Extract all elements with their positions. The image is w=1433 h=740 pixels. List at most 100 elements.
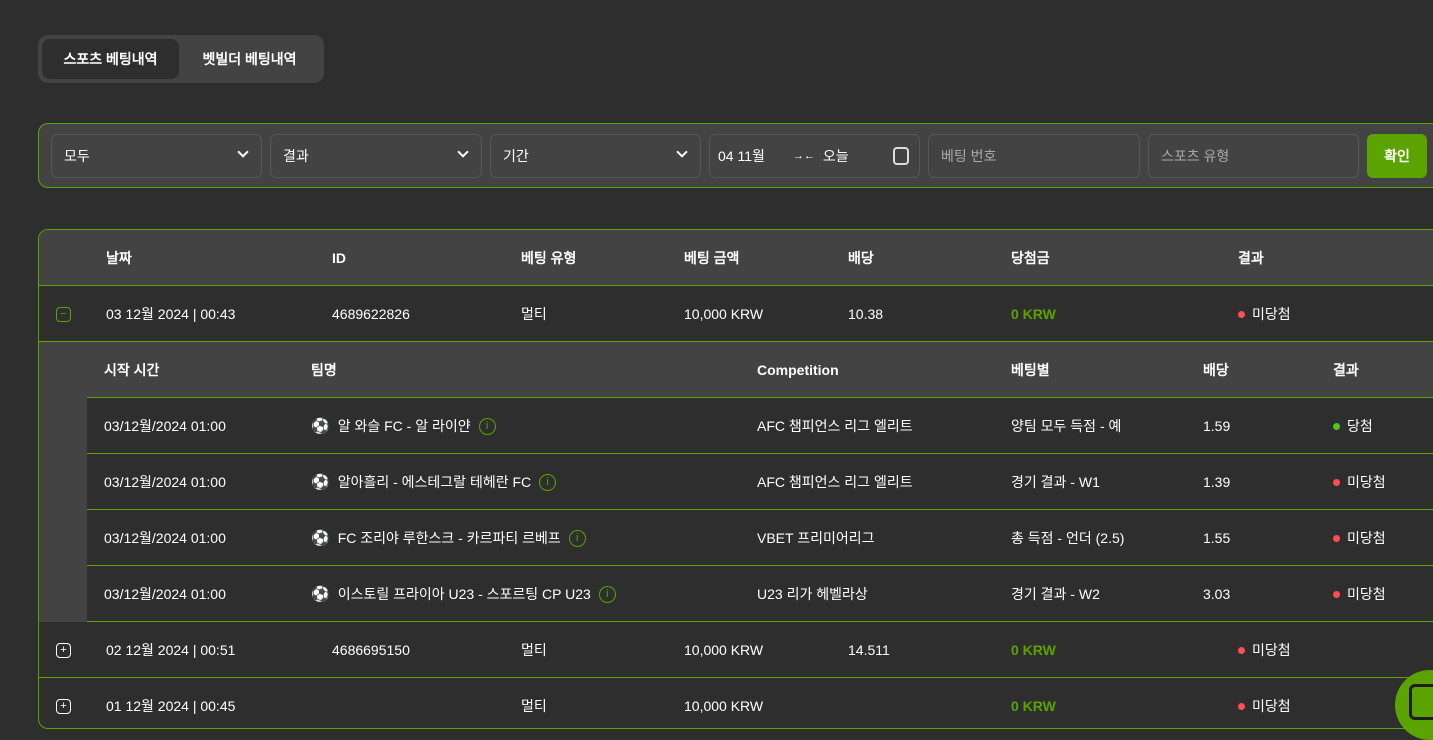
detail-teams: ⚽ 이스토릴 프라이아 U23 - 스포르팅 CP U23 i <box>311 566 616 622</box>
status-dot-icon <box>1238 646 1245 654</box>
expand-icon[interactable]: + <box>56 699 71 714</box>
detail-odds: 1.59 <box>1203 418 1231 434</box>
bet-number-placeholder: 베팅 번호 <box>941 148 997 164</box>
detail-start-time: 03/12월/2024 01:00 <box>104 474 226 490</box>
confirm-button[interactable]: 확인 <box>1367 134 1427 178</box>
detail-start-time: 03/12월/2024 01:00 <box>104 586 226 602</box>
row-type: 멀티 <box>521 698 547 714</box>
table-row[interactable]: + 02 12월 2024 | 00:51 4686695150 멀티 10,0… <box>39 622 1433 678</box>
info-icon[interactable]: i <box>568 529 586 547</box>
table-row[interactable]: − 03 12월 2024 | 00:43 4689622826 멀티 10,0… <box>39 286 1433 342</box>
header-start-time: 시작 시간 <box>104 362 160 378</box>
header-date: 날짜 <box>106 250 132 266</box>
header-amount: 베팅 금액 <box>684 250 740 266</box>
arrows-icon: →← <box>792 150 815 162</box>
status-dot-icon <box>1333 590 1340 598</box>
collapse-icon[interactable]: − <box>56 307 71 322</box>
bet-details: 시작 시간 팀명 Competition 베팅별 배당 결과 03/12월/20… <box>39 342 1433 622</box>
sport-type-input[interactable]: 스포츠 유형 <box>1148 134 1359 178</box>
row-date: 01 12월 2024 | 00:45 <box>106 698 236 714</box>
detail-selection: 양팀 모두 득점 - 예 <box>1011 418 1122 434</box>
bet-number-input[interactable]: 베팅 번호 <box>928 134 1140 178</box>
period-select[interactable]: 기간 <box>490 134 701 178</box>
soccer-ball-icon: ⚽ <box>311 586 330 603</box>
info-icon[interactable]: i <box>598 585 616 603</box>
details-header: 시작 시간 팀명 Competition 베팅별 배당 결과 <box>87 342 1433 398</box>
row-amount: 10,000 KRW <box>684 698 764 714</box>
detail-result: 미당첨 <box>1333 454 1386 510</box>
table-header: 날짜 ID 베팅 유형 베팅 금액 배당 당첨금 결과 <box>39 230 1433 286</box>
detail-competition: AFC 챔피언스 리그 엘리트 <box>757 474 913 490</box>
detail-teams: ⚽ FC 조리야 루한스크 - 카르파티 르베프 i <box>311 510 586 566</box>
soccer-ball-icon: ⚽ <box>311 418 330 435</box>
expand-icon[interactable]: + <box>56 643 71 658</box>
row-odds: 10.38 <box>848 306 884 322</box>
row-amount: 10,000 KRW <box>684 642 764 658</box>
detail-teams-text: 알아흘리 - 에스테그랄 테헤란 FC <box>337 474 532 490</box>
status-dot-icon <box>1333 534 1340 542</box>
header-detail-odds: 배당 <box>1203 362 1229 378</box>
detail-result-text: 미당첨 <box>1347 530 1386 546</box>
detail-start-time: 03/12월/2024 01:00 <box>104 418 226 434</box>
row-winnings: 0 KRW <box>1011 306 1056 322</box>
detail-selection: 총 득점 - 언더 (2.5) <box>1011 530 1125 546</box>
detail-teams-text: 알 와슬 FC - 알 라이얀 <box>337 418 471 434</box>
detail-result-text: 미당첨 <box>1347 474 1386 490</box>
row-date: 03 12월 2024 | 00:43 <box>106 306 236 322</box>
row-result-text: 미당첨 <box>1252 698 1291 714</box>
detail-competition: VBET 프리미어리그 <box>757 530 875 546</box>
detail-teams: ⚽ 알아흘리 - 에스테그랄 테헤란 FC i <box>311 454 557 510</box>
detail-result: 당첨 <box>1333 398 1373 454</box>
date-to: 오늘 <box>822 148 849 164</box>
row-odds: 14.511 <box>848 642 890 658</box>
status-dot-icon <box>1238 310 1245 318</box>
detail-selection: 경기 결과 - W2 <box>1011 586 1100 602</box>
detail-competition: U23 리가 헤벨라상 <box>757 586 868 602</box>
row-result: 미당첨 <box>1238 286 1291 342</box>
row-winnings: 0 KRW <box>1011 642 1056 658</box>
detail-teams: ⚽ 알 와슬 FC - 알 라이얀 i <box>311 398 496 454</box>
row-date: 02 12월 2024 | 00:51 <box>106 642 236 658</box>
bet-history-tabs: 스포츠 베팅내역 벳빌더 베팅내역 <box>38 35 324 83</box>
detail-result: 미당첨 <box>1333 566 1386 622</box>
date-range-picker[interactable]: 04 11월 →← 오늘 <box>709 134 920 178</box>
row-amount: 10,000 KRW <box>684 306 764 322</box>
header-id: ID <box>332 250 346 266</box>
header-result: 결과 <box>1238 250 1264 266</box>
info-icon[interactable]: i <box>478 417 496 435</box>
detail-result-text: 당첨 <box>1347 418 1373 434</box>
tab-betbuilder-bets[interactable]: 벳빌더 베팅내역 <box>202 51 297 67</box>
type-select[interactable]: 모두 <box>51 134 262 178</box>
detail-odds: 1.55 <box>1203 530 1231 546</box>
chevron-down-icon <box>676 146 688 158</box>
row-result-text: 미당첨 <box>1252 642 1291 658</box>
detail-result: 미당첨 <box>1333 510 1386 566</box>
row-winnings: 0 KRW <box>1011 698 1056 714</box>
detail-start-time: 03/12월/2024 01:00 <box>104 530 226 546</box>
tab-sports-bets[interactable]: 스포츠 베팅내역 <box>42 39 179 79</box>
row-type: 멀티 <box>521 642 547 658</box>
row-result: 미당첨 <box>1238 622 1291 678</box>
header-winnings: 당첨금 <box>1011 250 1050 266</box>
calendar-icon[interactable] <box>893 147 909 165</box>
header-competition: Competition <box>757 362 839 378</box>
detail-teams-text: 이스토릴 프라이아 U23 - 스포르팅 CP U23 <box>337 586 591 602</box>
type-select-value: 모두 <box>64 148 90 164</box>
table-row[interactable]: + 01 12월 2024 | 00:45 멀티 10,000 KRW 0 KR… <box>39 678 1433 728</box>
chevron-down-icon <box>237 146 249 158</box>
header-teams: 팀명 <box>311 362 337 378</box>
row-id: 4686695150 <box>332 642 410 658</box>
info-icon[interactable]: i <box>539 473 557 491</box>
result-select-value: 결과 <box>283 148 309 164</box>
soccer-ball-icon: ⚽ <box>311 530 330 547</box>
result-select[interactable]: 결과 <box>270 134 482 178</box>
detail-row: 03/12월/2024 01:00 ⚽ 알아흘리 - 에스테그랄 테헤란 FC i … <box>87 454 1433 510</box>
row-id: 4689622826 <box>332 306 410 322</box>
filter-bar: 모두 결과 기간 04 11월 →← 오늘 베팅 번호 스포츠 유형 확인 <box>38 123 1433 188</box>
status-dot-icon <box>1333 478 1340 486</box>
detail-row: 03/12월/2024 01:00 ⚽ FC 조리야 루한스크 - 카르파티 르베… <box>87 510 1433 566</box>
header-bet-type: 베팅 유형 <box>521 250 577 266</box>
period-select-value: 기간 <box>503 148 529 164</box>
detail-result-text: 미당첨 <box>1347 586 1386 602</box>
detail-competition: AFC 챔피언스 리그 엘리트 <box>757 418 913 434</box>
